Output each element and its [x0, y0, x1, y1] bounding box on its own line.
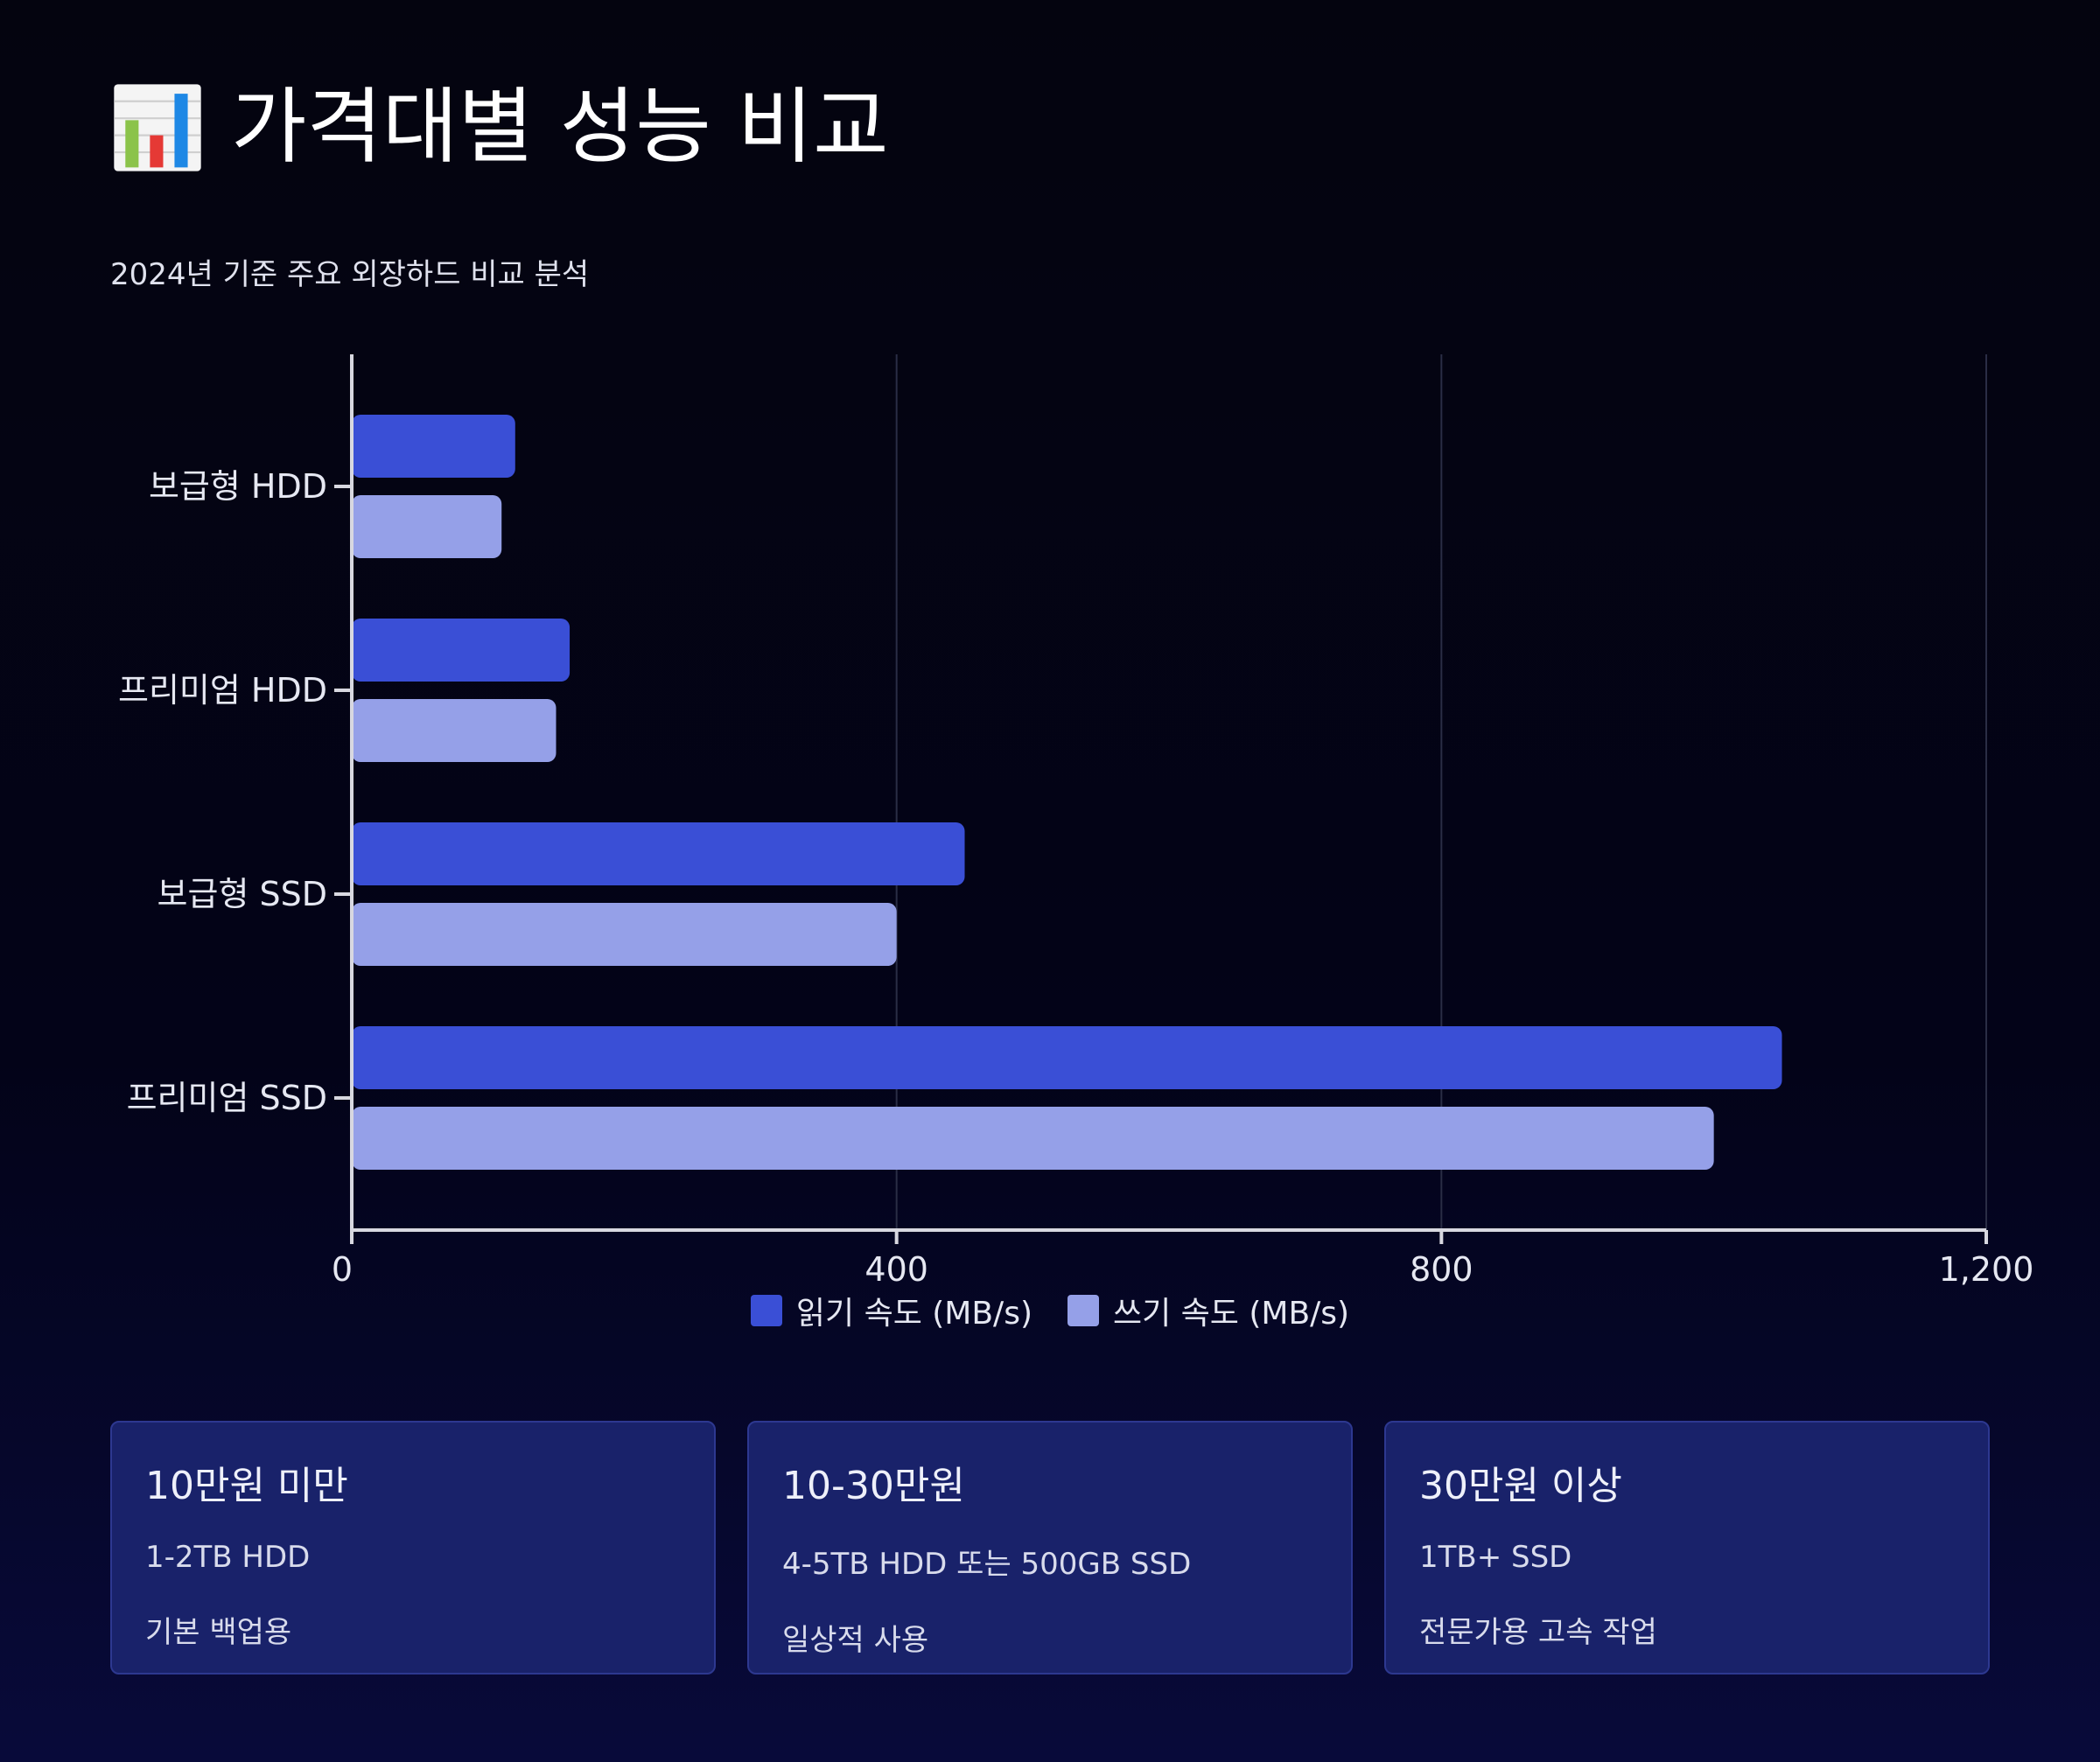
legend-item-read[interactable]: 읽기 속도 (MB/s)	[750, 1288, 1032, 1333]
card-title: 10-30만원	[782, 1464, 965, 1508]
legend-swatch-read	[750, 1295, 782, 1326]
bar-write	[352, 1107, 1714, 1170]
card-usage: 전문가용 고속 작업	[1419, 1615, 1657, 1650]
x-tick-label: 400	[864, 1250, 928, 1289]
card-spec: 1TB+ SSD	[1419, 1540, 1572, 1575]
bar-write	[352, 699, 556, 762]
bar-read	[352, 619, 570, 682]
page-title: 가격대별 성능 비교	[231, 80, 889, 175]
chart-legend: 읽기 속도 (MB/s) 쓰기 속도 (MB/s)	[0, 1288, 2100, 1333]
price-tier-cards: 10만원 미만 1-2TB HDD 기본 백업용 10-30만원 4-5TB H…	[110, 1421, 1990, 1675]
card-title: 30만원 이상	[1419, 1464, 1622, 1508]
card-spec: 4-5TB HDD 또는 500GB SSD	[782, 1547, 1192, 1582]
x-tick-label: 1,200	[1939, 1250, 2034, 1289]
page-subtitle: 2024년 기준 주요 외장하드 비교 분석	[110, 257, 590, 292]
y-tick-label: 프리미엄 SSD	[127, 1079, 327, 1117]
card-spec: 1-2TB HDD	[145, 1540, 311, 1575]
bar-read	[352, 822, 965, 885]
price-card-over-30: 30만원 이상 1TB+ SSD 전문가용 고속 작업	[1384, 1421, 1990, 1675]
y-tick-label: 프리미엄 HDD	[118, 671, 327, 710]
bar-chart: 보급형 HDD 프리미엄 HDD 보급형 SSD 프리미엄 SSD 0 400 800 1,2…	[118, 354, 2034, 1289]
y-tick-label: 보급형 HDD	[149, 467, 327, 506]
y-tick-label: 보급형 SSD	[158, 875, 327, 913]
legend-label-read: 읽기 속도 (MB/s)	[795, 1296, 1032, 1332]
card-usage: 기본 백업용	[145, 1615, 292, 1650]
bar-read	[352, 415, 515, 478]
card-title: 10만원 미만	[145, 1464, 348, 1508]
price-card-10-30: 10-30만원 4-5TB HDD 또는 500GB SSD 일상적 사용	[747, 1421, 1353, 1675]
legend-swatch-write	[1068, 1295, 1099, 1326]
x-tick-label: 800	[1410, 1250, 1474, 1289]
legend-item-write[interactable]: 쓰기 속도 (MB/s)	[1068, 1288, 1349, 1333]
legend-label-write: 쓰기 속도 (MB/s)	[1113, 1296, 1350, 1332]
price-card-under-10: 10만원 미만 1-2TB HDD 기본 백업용	[110, 1421, 716, 1675]
bar-write	[352, 903, 897, 966]
card-usage: 일상적 사용	[782, 1623, 929, 1658]
bar-write	[352, 495, 502, 558]
page-header: 가격대별 성능 비교	[110, 80, 889, 175]
bar-read	[352, 1026, 1782, 1089]
x-tick-label: 0	[332, 1250, 353, 1289]
bar-chart-icon	[114, 84, 201, 171]
